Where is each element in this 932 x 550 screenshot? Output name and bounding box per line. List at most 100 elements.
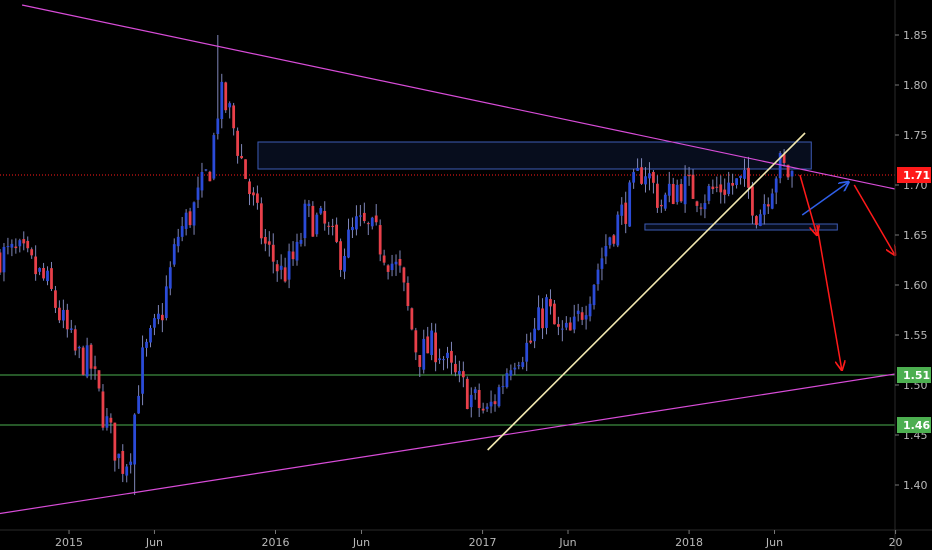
candle-up xyxy=(6,246,10,248)
candle-down xyxy=(65,309,69,330)
candle-up xyxy=(735,178,738,185)
candle-up xyxy=(422,338,426,370)
candle-up xyxy=(358,215,362,217)
candle-down xyxy=(695,201,699,206)
candle-down xyxy=(121,450,125,474)
candle-down xyxy=(113,422,117,461)
candle-up xyxy=(295,241,299,261)
candle-up xyxy=(216,118,220,135)
candle-down xyxy=(465,378,469,410)
candle-down xyxy=(331,225,335,227)
candle-up xyxy=(200,172,204,191)
candle-down xyxy=(434,332,438,363)
x-tick-label: 2018 xyxy=(675,536,703,549)
candle-down xyxy=(81,347,85,375)
candle-up xyxy=(390,263,394,271)
candle-down xyxy=(339,241,342,270)
candle-up xyxy=(164,286,168,318)
price-tag-box xyxy=(897,367,931,383)
candle-down xyxy=(426,336,430,354)
candle-up xyxy=(430,330,434,356)
candle-up xyxy=(343,255,346,272)
candle-down xyxy=(715,186,719,188)
candle-up xyxy=(727,182,731,194)
candle-up xyxy=(442,359,445,361)
candle-up xyxy=(287,251,291,280)
candle-up xyxy=(38,268,41,272)
candle-up xyxy=(319,208,323,214)
candle-down xyxy=(0,252,2,273)
candle-up xyxy=(667,183,671,196)
candle-up xyxy=(703,202,707,210)
candle-up xyxy=(600,258,604,269)
candle-up xyxy=(521,362,525,367)
zone-layer xyxy=(257,141,838,231)
price-tag-box xyxy=(897,417,931,433)
candle-up xyxy=(279,265,283,270)
candle-down xyxy=(58,307,61,321)
candle-down xyxy=(529,340,533,343)
candle-down xyxy=(291,251,295,260)
candle-up xyxy=(125,466,129,476)
trendline-layer xyxy=(0,4,896,515)
candle-up xyxy=(663,194,667,209)
candle-up xyxy=(355,216,358,230)
candle-down xyxy=(481,408,485,411)
candle-up xyxy=(505,373,509,388)
candle-up xyxy=(315,214,319,235)
candle-up xyxy=(790,170,794,177)
candle-down xyxy=(747,167,750,188)
candle-down xyxy=(362,212,366,222)
candle-down xyxy=(461,371,465,378)
candle-up xyxy=(133,414,137,465)
candle-down xyxy=(477,389,481,409)
candle-up xyxy=(394,261,398,265)
candle-up xyxy=(457,370,461,375)
candle-up xyxy=(149,328,152,343)
candle-down xyxy=(208,171,212,182)
trendline xyxy=(0,373,896,515)
candle-up xyxy=(739,175,742,178)
candle-down xyxy=(50,268,53,290)
candle-up xyxy=(762,203,766,215)
candle-down xyxy=(283,267,287,282)
candle-up xyxy=(525,342,529,362)
candle-up xyxy=(299,240,303,244)
candle-down xyxy=(624,202,628,224)
candle-up xyxy=(707,186,711,201)
candle-up xyxy=(176,236,180,247)
y-tick-label: 1.55 xyxy=(903,329,928,342)
candle-down xyxy=(275,264,279,272)
candle-down xyxy=(54,290,57,308)
x-tick-label: Jun xyxy=(558,536,576,549)
candle-up xyxy=(608,237,612,246)
candle-down xyxy=(89,344,93,369)
candle-down xyxy=(327,225,331,227)
candle-down xyxy=(101,391,105,428)
candle-up xyxy=(212,135,216,179)
candle-down xyxy=(97,370,101,389)
candle-down xyxy=(244,159,247,179)
candle-up xyxy=(153,318,156,328)
y-tick-label: 1.80 xyxy=(903,79,928,92)
candle-down xyxy=(679,184,683,202)
candle-down xyxy=(719,184,723,193)
candle-down xyxy=(731,182,735,186)
y-tick-label: 1.40 xyxy=(903,479,928,492)
candle-down xyxy=(160,314,164,321)
candle-down xyxy=(34,256,38,275)
candle-up xyxy=(347,229,350,258)
price-tag-layer: 1.71 1.51 1.46 xyxy=(897,167,931,433)
candle-down xyxy=(263,236,267,244)
candle-up xyxy=(220,81,224,120)
candle-up xyxy=(564,322,568,328)
candle-up xyxy=(117,453,121,459)
candle-down xyxy=(687,175,691,177)
candle-down xyxy=(73,329,77,351)
candle-down xyxy=(450,350,453,363)
candle-up xyxy=(438,358,441,361)
zone-box xyxy=(644,223,838,231)
candle-up xyxy=(69,328,73,330)
